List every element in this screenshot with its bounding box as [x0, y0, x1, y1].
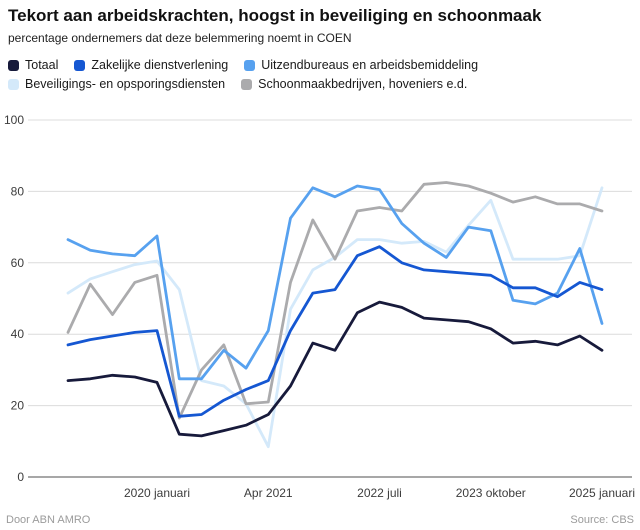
- footer-attribution: Door ABN AMRO: [6, 514, 91, 526]
- series-line-beveiligings-en-opsporingsdiensten: [66, 186, 604, 449]
- y-tick-label-80: 80: [11, 184, 25, 198]
- legend-label-beveiligings-en-opsporingsdiensten: Beveiligings- en opsporingsdiensten: [25, 77, 226, 91]
- legend-swatch-uitzendbureaus-en-arbeidsbemiddeling: [244, 59, 256, 71]
- x-tick-label-4: 2020 januari: [124, 486, 190, 500]
- legend-item-beveiligings-en-opsporingsdiensten[interactable]: Beveiligings- en opsporingsdiensten: [8, 77, 225, 91]
- y-tick-label-40: 40: [11, 327, 25, 341]
- legend-swatch-totaal: [8, 59, 19, 71]
- legend-swatch-zakelijke-dienstverlening: [74, 59, 86, 71]
- y-tick-label-100: 100: [4, 113, 24, 127]
- y-tick-label-0: 0: [17, 470, 24, 484]
- footer-source: Source: CBS: [570, 514, 634, 526]
- y-tick-label-60: 60: [11, 256, 25, 270]
- legend-item-zakelijke-dienstverlening[interactable]: Zakelijke dienstverlening: [74, 58, 228, 72]
- series-line-schoonmaakbedrijven-hoveniers: [66, 181, 604, 420]
- chart-subtitle: percentage ondernemers dat deze belemmer…: [8, 31, 352, 45]
- legend-label-schoonmaakbedrijven-hoveniers: Schoonmaakbedrijven, hoveniers e.d.: [258, 77, 468, 91]
- legend-item-totaal[interactable]: Totaal: [8, 58, 58, 72]
- legend-label-totaal: Totaal: [25, 58, 59, 72]
- legend-item-uitzendbureaus-en-arbeidsbemiddeling[interactable]: Uitzendbureaus en arbeidsbemiddeling: [244, 58, 478, 72]
- legend-swatch-schoonmaakbedrijven-hoveniers: [241, 78, 253, 90]
- legend-swatch-beveiligings-en-opsporingsdiensten: [8, 78, 19, 90]
- legend: Totaal Zakelijke dienstverlening Uitzendbu…: [8, 58, 636, 91]
- x-tick-label-24: 2025 januari: [569, 486, 635, 500]
- y-tick-label-20: 20: [11, 399, 25, 413]
- series-line-zakelijke-dienstverlening: [66, 245, 604, 418]
- x-tick-label-14: 2022 juli: [357, 486, 402, 500]
- legend-label-uitzendbureaus-en-arbeidsbemiddeling: Uitzendbureaus en arbeidsbemiddeling: [261, 58, 479, 72]
- series-line-totaal: [66, 300, 604, 438]
- x-tick-label-9: Apr 2021: [244, 486, 293, 500]
- series-line-uitzendbureaus-en-arbeidsbemiddeling: [66, 184, 604, 381]
- chart-title: Tekort aan arbeidskrachten, hoogst in be…: [8, 6, 542, 25]
- legend-item-schoonmaakbedrijven-hoveniers[interactable]: Schoonmaakbedrijven, hoveniers e.d.: [241, 77, 467, 91]
- x-tick-label-19: 2023 oktober: [456, 486, 526, 500]
- legend-label-zakelijke-dienstverlening: Zakelijke dienstverlening: [91, 58, 229, 72]
